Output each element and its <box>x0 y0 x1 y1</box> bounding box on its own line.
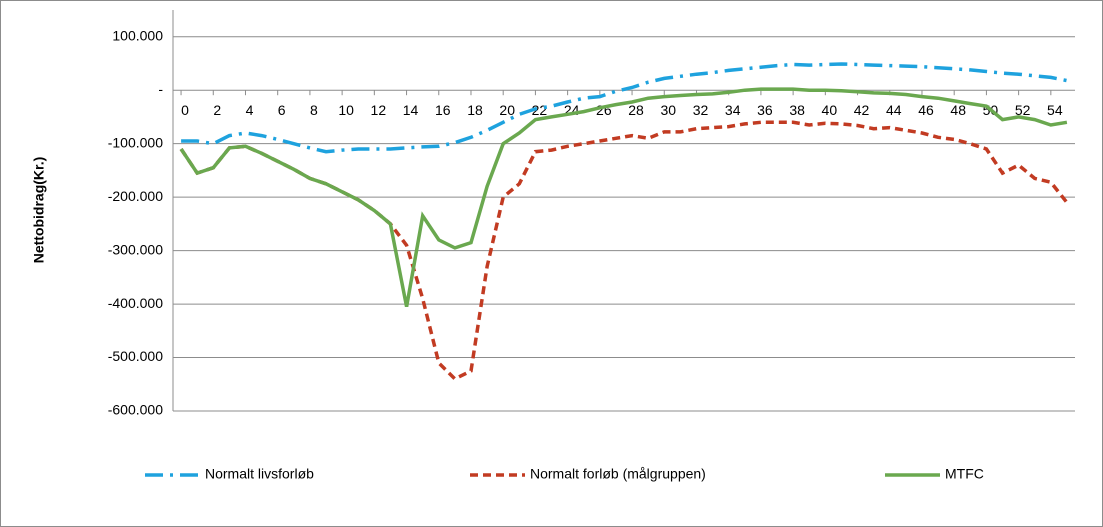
x-tick-label: 48 <box>950 102 966 118</box>
x-tick-label: 54 <box>1047 102 1063 118</box>
series-line <box>179 87 1068 308</box>
x-tick-label: 20 <box>499 102 515 118</box>
y-tick-label: -200.000 <box>108 188 163 204</box>
y-tick-label: -600.000 <box>108 402 163 418</box>
x-tick-label: 52 <box>1015 102 1031 118</box>
x-tick-label: 4 <box>246 102 254 118</box>
x-tick-label: 30 <box>660 102 676 118</box>
x-tick-label: 44 <box>886 102 902 118</box>
y-axis-label: Nettobidrag(Kr.) <box>31 157 47 264</box>
x-tick-label: 34 <box>725 102 741 118</box>
x-tick-label: 16 <box>435 102 451 118</box>
legend-label: Normalt livsforløb <box>205 466 314 482</box>
x-tick-label: 46 <box>918 102 934 118</box>
x-tick-label: 12 <box>371 102 387 118</box>
x-tick-label: 42 <box>854 102 870 118</box>
x-tick-label: 22 <box>532 102 548 118</box>
x-tick-label: 28 <box>628 102 644 118</box>
y-tick-label: -300.000 <box>108 241 163 257</box>
x-tick-label: 14 <box>403 102 419 118</box>
y-tick-label: 100.000 <box>112 27 163 43</box>
y-tick-label: -100.000 <box>108 134 163 150</box>
y-tick-label: -400.000 <box>108 295 163 311</box>
y-tick-label: -500.000 <box>108 348 163 364</box>
x-tick-label: 40 <box>822 102 838 118</box>
x-tick-label: 10 <box>338 102 354 118</box>
x-tick-label: 36 <box>757 102 773 118</box>
x-tick-label: 8 <box>310 102 318 118</box>
y-tick-label: - <box>158 81 163 97</box>
legend-label: MTFC <box>945 466 984 482</box>
legend-label: Normalt forløb (målgruppen) <box>530 466 706 482</box>
x-tick-label: 18 <box>467 102 483 118</box>
x-tick-label: 2 <box>213 102 221 118</box>
x-tick-label: 32 <box>693 102 709 118</box>
x-tick-label: 6 <box>278 102 286 118</box>
series-line <box>181 62 1068 154</box>
x-tick-label: 38 <box>789 102 805 118</box>
x-tick-label: 0 <box>181 102 189 118</box>
